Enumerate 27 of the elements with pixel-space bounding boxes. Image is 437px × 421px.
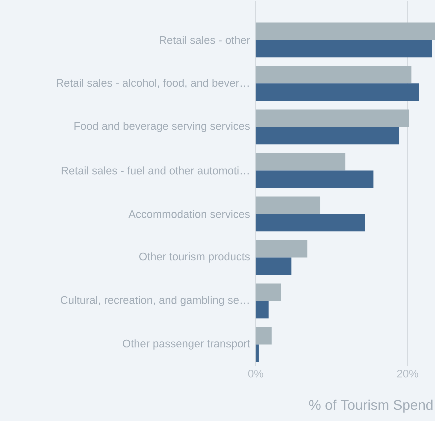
y-tick-label: Retail sales - fuel and other automoti… bbox=[62, 166, 249, 175]
bar bbox=[256, 66, 412, 84]
x-tick-label: 20% bbox=[397, 370, 418, 378]
x-axis-title: % of Tourism Spend bbox=[309, 400, 433, 413]
bar bbox=[256, 170, 374, 188]
y-tick-label: Accommodation services bbox=[128, 210, 250, 218]
bar bbox=[256, 84, 420, 101]
bar bbox=[256, 214, 366, 232]
bar bbox=[256, 110, 410, 128]
bar bbox=[256, 196, 321, 214]
bar bbox=[256, 22, 436, 40]
y-tick-label: Retail sales - alcohol, food, and bever… bbox=[57, 78, 249, 88]
y-tick-label: Food and beverage serving services bbox=[74, 122, 250, 132]
bar bbox=[256, 344, 259, 362]
y-tick-label: Other tourism products bbox=[140, 252, 250, 263]
x-tick-label: 0% bbox=[248, 370, 264, 378]
y-tick-label: Retail sales - other bbox=[160, 36, 250, 44]
y-tick-label: Other passenger transport bbox=[123, 340, 250, 350]
bar bbox=[256, 127, 400, 144]
bar bbox=[256, 40, 432, 58]
bar bbox=[256, 284, 282, 302]
bar bbox=[256, 301, 269, 319]
y-tick-label: Cultural, recreation, and gambling se… bbox=[61, 296, 249, 306]
bar bbox=[256, 258, 292, 276]
bar bbox=[256, 327, 272, 345]
bar bbox=[256, 153, 346, 171]
bar bbox=[256, 240, 308, 258]
